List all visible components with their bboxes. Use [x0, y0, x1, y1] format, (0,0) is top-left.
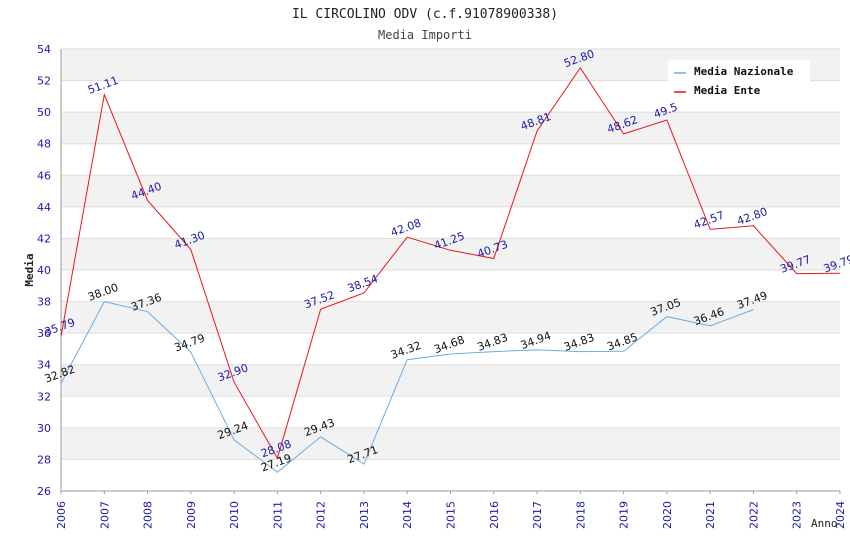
- y-tick-label: 48: [37, 138, 51, 151]
- x-tick-label: 2009: [185, 501, 198, 529]
- x-tick-label: 2017: [531, 501, 544, 529]
- x-tick-label: 2018: [574, 501, 587, 529]
- grid-band: [61, 396, 840, 428]
- x-tick-label: 2022: [747, 501, 760, 529]
- x-tick-label: 2006: [55, 501, 68, 529]
- grid-band: [61, 112, 840, 144]
- grid-band: [61, 301, 840, 334]
- grid-band: [61, 175, 840, 207]
- grid-band: [61, 206, 840, 239]
- x-tick-label: 2007: [98, 501, 111, 529]
- legend-label-media-nazionale: Media Nazionale: [694, 65, 794, 78]
- y-tick-label: 36: [37, 327, 51, 340]
- y-tick-label: 34: [37, 359, 51, 372]
- grid-band: [61, 364, 840, 397]
- x-tick-label: 2008: [142, 501, 155, 529]
- y-tick-label: 32: [37, 390, 51, 403]
- y-tick-label: 30: [37, 422, 51, 435]
- y-tick-label: 44: [37, 201, 51, 214]
- series-line-media-ente: [60, 67, 841, 460]
- grid-band: [61, 143, 840, 176]
- x-axis-title: Anno: [811, 517, 838, 530]
- y-tick-label: 38: [37, 296, 51, 309]
- legend-box: [668, 60, 810, 102]
- x-tick-label: 2012: [315, 501, 328, 529]
- y-tick-label: 50: [37, 106, 51, 119]
- y-tick-label: 28: [37, 453, 51, 466]
- y-tick-label: 26: [37, 485, 51, 498]
- x-tick-label: 2024: [834, 501, 847, 529]
- x-tick-label: 2023: [791, 501, 804, 529]
- grid-band: [61, 270, 840, 302]
- x-tick-label: 2011: [271, 501, 284, 529]
- grid-band: [61, 459, 840, 491]
- x-tick-label: 2016: [488, 501, 501, 529]
- legend: Media Nazionale Media Ente: [668, 60, 810, 102]
- x-tick-label: 2019: [618, 501, 631, 529]
- series-line-media-nazionale: [60, 301, 754, 473]
- y-tick-label: 46: [37, 169, 51, 182]
- y-axis-ticks: 26 28 30 32 34 36 38 40 42 44 46 48 50 52 54: [37, 43, 51, 498]
- x-tick-label: 2014: [401, 501, 414, 529]
- grid-band: [61, 427, 840, 460]
- x-axis-ticks: 2006 2007 2008 2009 2010 2011 2012 2013 2014 2015…: [55, 491, 847, 529]
- grid-bands: [61, 49, 840, 491]
- y-tick-label: 52: [37, 75, 51, 88]
- x-tick-label: 2021: [704, 501, 717, 529]
- chart-subtitle: Media Importi: [378, 28, 472, 42]
- gridlines: [61, 48, 840, 492]
- grid-band: [61, 238, 840, 270]
- chart-title: IL CIRCOLINO ODV (c.f.91078900338): [292, 7, 558, 22]
- x-tick-label: 2015: [445, 501, 458, 529]
- x-tick-label: 2013: [358, 501, 371, 529]
- y-tick-label: 54: [37, 43, 51, 56]
- series-lines: [60, 67, 841, 473]
- legend-label-media-ente: Media Ente: [694, 84, 761, 97]
- y-tick-label: 42: [37, 232, 51, 245]
- y-tick-label: 40: [37, 264, 51, 277]
- x-tick-label: 2020: [661, 501, 674, 529]
- y-axis-title: Media: [23, 253, 36, 286]
- grid-band: [61, 333, 840, 365]
- x-tick-label: 2010: [228, 501, 241, 529]
